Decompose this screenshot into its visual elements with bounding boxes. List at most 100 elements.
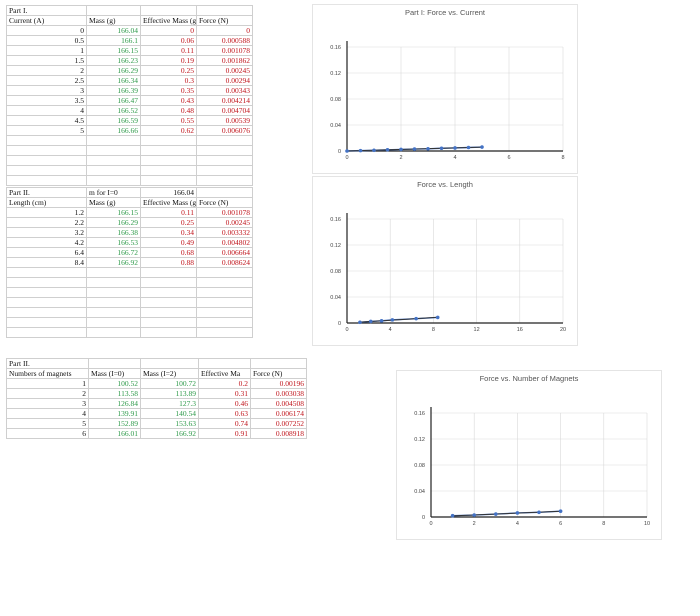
table-cell: 4 <box>6 105 87 116</box>
chart-svg: Part I: Force vs. Current 0 0.04 0.08 0.12 0.… <box>330 8 564 161</box>
table-cell: 0.000588 <box>196 35 253 46</box>
y-tick-label: 0 <box>338 321 341 327</box>
x-tick-label: 12 <box>474 327 480 333</box>
table-cell: 0.63 <box>198 408 251 419</box>
table-cell: 166.53 <box>86 237 141 248</box>
data-point <box>450 513 455 518</box>
data-point <box>435 315 440 320</box>
table-cell: 166.39 <box>86 85 141 96</box>
col-header: Effective Mass (g <box>140 197 197 208</box>
table-row: 2.2 166.29 0.25 0.00245 <box>6 217 253 228</box>
y-tick-label: 0.08 <box>330 269 341 275</box>
table-row: 2.5 166.34 0.3 0.00294 <box>6 75 253 86</box>
x-tick-label: 4 <box>389 327 392 333</box>
table-cell: 166.29 <box>86 217 141 228</box>
table-cell: 0.19 <box>140 55 197 66</box>
part2-length-table: Part II. m for I=0 166.04 Length (cm) Ma… <box>6 187 253 338</box>
table-cell: 100.52 <box>88 378 141 389</box>
table-row: 2 113.58 113.89 0.31 0.003038 <box>6 388 307 399</box>
col-header: Effective Mass (g <box>140 15 197 26</box>
y-tick-label: 0.16 <box>330 217 341 223</box>
table-cell: 0.008918 <box>250 428 307 439</box>
table-cell: 0.88 <box>140 257 197 268</box>
x-tick-label: 8 <box>602 521 605 527</box>
table-cell: 0 <box>6 25 87 36</box>
x-tick-label: 2 <box>473 521 476 527</box>
table-cell: 0.62 <box>140 125 197 136</box>
data-point <box>358 148 363 153</box>
table-row: 1.2 166.15 0.11 0.001078 <box>6 207 253 218</box>
y-tick-label: 0.16 <box>414 411 425 417</box>
y-tick-label: 0.04 <box>414 489 425 495</box>
x-tick-label: 2 <box>399 155 402 161</box>
table-cell: 1 <box>6 45 87 56</box>
table-row: 4.5 166.59 0.55 0.00539 <box>6 115 253 126</box>
x-tick-label: 4 <box>453 155 456 161</box>
data-point <box>426 146 430 151</box>
table-cell: 4.2 <box>6 237 87 248</box>
table-cell: 0.11 <box>140 207 197 218</box>
section-title: Part I. <box>6 5 87 16</box>
chart-force-vs-current: Part I: Force vs. Current 0 0.04 0.08 0.12 0.… <box>312 4 578 174</box>
table-cell: 0.004508 <box>250 398 307 409</box>
y-tick-label: 0.16 <box>330 45 341 51</box>
chart-force-vs-magnets: Force vs. Number of Magnets 0 0.04 0.08 0.12… <box>396 370 662 540</box>
data-point <box>414 316 418 321</box>
table-cell: 0.008624 <box>196 257 253 268</box>
table-row: 3 166.39 0.35 0.00343 <box>6 85 253 96</box>
table-cell: 166.59 <box>86 115 141 126</box>
table-cell: 5 <box>6 418 89 429</box>
y-tick-label: 0 <box>422 515 425 521</box>
table-row: 1.5 166.23 0.19 0.001862 <box>6 55 253 66</box>
data-point <box>372 148 376 153</box>
section-title: Part II. <box>6 358 89 369</box>
y-tick-label: 0.08 <box>414 463 425 469</box>
table-row: 3.5 166.47 0.43 0.004214 <box>6 95 253 106</box>
data-point <box>480 145 484 149</box>
col-header: Force (N) <box>196 15 253 26</box>
x-tick-label: 0 <box>345 327 348 333</box>
m-value: 166.04 <box>140 187 197 198</box>
table-cell: 6.4 <box>6 247 87 258</box>
x-tick-label: 6 <box>507 155 510 161</box>
x-tick-label: 20 <box>560 327 566 333</box>
table-cell: 0.31 <box>198 388 251 399</box>
table-cell: 113.89 <box>140 388 199 399</box>
y-tick-label: 0.04 <box>330 295 341 301</box>
table-cell: 166.23 <box>86 55 141 66</box>
x-tick-label: 16 <box>517 327 523 333</box>
table-cell: 139.91 <box>88 408 141 419</box>
table-cell: 127.3 <box>140 398 199 409</box>
y-tick-label: 0.12 <box>330 243 341 249</box>
table-cell: 2.2 <box>6 217 87 228</box>
trendline <box>452 510 561 517</box>
x-tick-label: 8 <box>561 155 564 161</box>
col-header: Mass (I=2) <box>140 368 199 379</box>
table-cell: 6 <box>6 428 89 439</box>
table-cell: 166.72 <box>86 247 141 258</box>
chart-title: Part I: Force vs. Current <box>405 8 486 17</box>
table-cell: 0.001078 <box>196 45 253 56</box>
table-cell: 166.34 <box>86 75 141 86</box>
table-cell: 2 <box>6 65 87 76</box>
table-cell: 2.5 <box>6 75 87 86</box>
part2-magnets-table: Part II. Numbers of magnets Mass (I=0) M… <box>6 358 307 439</box>
table-row: 3.2 166.38 0.34 0.003332 <box>6 227 253 238</box>
table-cell: 0.25 <box>140 65 197 76</box>
table-cell: 0.34 <box>140 227 197 238</box>
table-cell: 0.004214 <box>196 95 253 106</box>
table-row: 4 139.91 140.54 0.63 0.006174 <box>6 408 307 419</box>
data-point <box>345 149 349 153</box>
table-cell: 0.3 <box>140 75 197 86</box>
table-cell: 0.006174 <box>250 408 307 419</box>
table-cell: 1 <box>6 378 89 389</box>
table-cell: 0.06 <box>140 35 197 46</box>
table-cell: 166.47 <box>86 95 141 106</box>
table-cell: 0.00294 <box>196 75 253 86</box>
table-cell: 166.66 <box>86 125 141 136</box>
part1-table: Part I. Current (A) Mass (g) Effective M… <box>6 5 253 186</box>
table-cell: 166.92 <box>86 257 141 268</box>
table-cell: 0.46 <box>198 398 251 409</box>
section-title: Part II. <box>6 187 87 198</box>
table-cell: 8.4 <box>6 257 87 268</box>
